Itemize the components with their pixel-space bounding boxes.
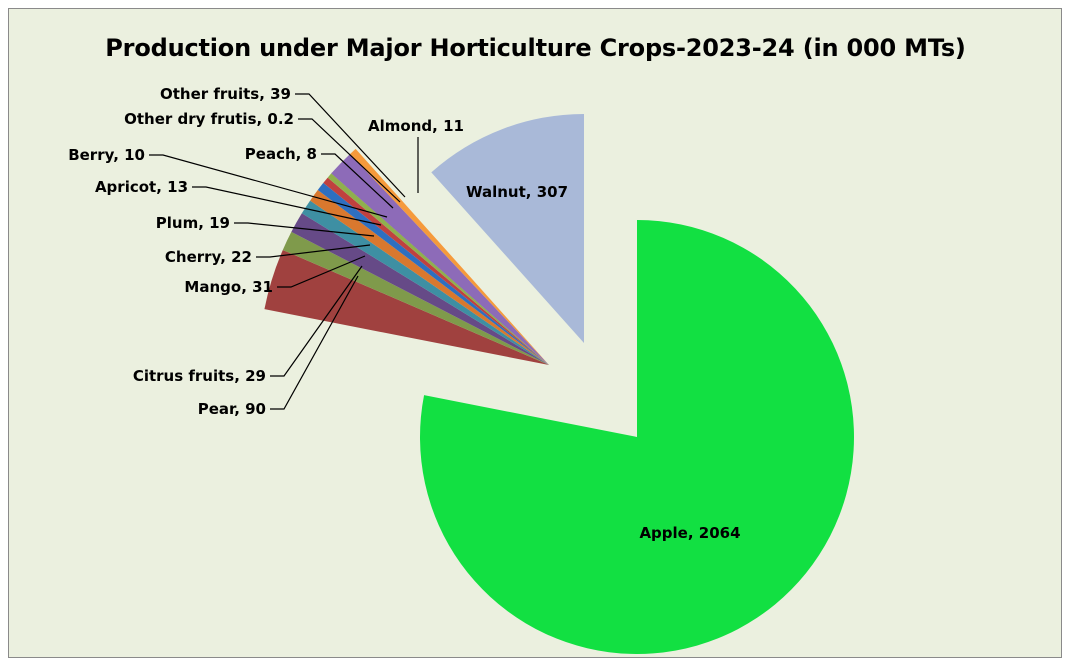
slice-mango xyxy=(291,213,549,365)
pie-slices xyxy=(264,114,854,655)
chart-title: Production under Major Horticulture Crop… xyxy=(105,34,966,62)
label-plum: Plum, 19 xyxy=(156,214,230,232)
label-pear: Pear, 90 xyxy=(198,400,266,418)
slice-peach xyxy=(327,173,549,365)
leader-other-dry-frutis xyxy=(298,118,401,203)
slice-walnut xyxy=(431,114,584,343)
leader-citrus-fruits xyxy=(270,265,363,377)
label-mango: Mango, 31 xyxy=(184,278,273,296)
leader-pear xyxy=(270,275,359,410)
leader-apricot xyxy=(192,186,382,226)
label-cherry: Cherry, 22 xyxy=(165,248,252,266)
slice-citrus-fruits xyxy=(282,231,549,365)
label-other-dry-frutis: Other dry frutis, 0.2 xyxy=(124,110,294,128)
label-apple: Apple, 2064 xyxy=(639,524,740,542)
label-almond: Almond, 11 xyxy=(368,117,464,135)
slice-cherry xyxy=(301,200,549,365)
slice-pear xyxy=(264,249,549,365)
leader-other-fruits xyxy=(295,93,406,198)
label-citrus-fruits: Citrus fruits, 29 xyxy=(133,367,266,385)
slice-labels: Apple, 2064 Pear, 90 Citrus fruits, 29 Mang… xyxy=(68,85,740,542)
leader-mango xyxy=(277,255,366,288)
leader-lines xyxy=(149,93,419,410)
label-apricot: Apricot, 13 xyxy=(95,178,188,196)
slice-apricot xyxy=(317,182,549,365)
label-berry: Berry, 10 xyxy=(68,146,145,164)
leader-cherry xyxy=(256,244,371,258)
label-peach: Peach, 8 xyxy=(245,145,317,163)
leader-peach xyxy=(321,153,394,209)
slice-plum xyxy=(310,189,549,365)
slice-other-fruits xyxy=(331,153,549,365)
slice-apple xyxy=(419,220,854,655)
slice-almond xyxy=(350,148,549,365)
label-walnut: Walnut, 307 xyxy=(466,183,568,201)
leader-berry xyxy=(149,154,388,218)
label-other-fruits: Other fruits, 39 xyxy=(160,85,291,103)
leader-plum xyxy=(234,222,375,237)
